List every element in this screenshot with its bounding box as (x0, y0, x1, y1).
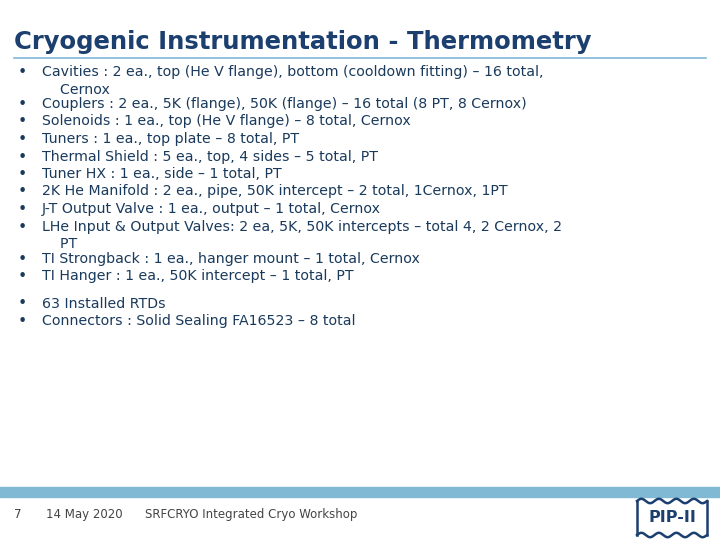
Text: PT: PT (42, 237, 77, 251)
Text: Solenoids : 1 ea., top (He V flange) – 8 total, Cernox: Solenoids : 1 ea., top (He V flange) – 8… (42, 114, 410, 129)
Text: •: • (18, 150, 27, 165)
Text: •: • (18, 296, 27, 312)
Text: Cryogenic Instrumentation - Thermometry: Cryogenic Instrumentation - Thermometry (14, 30, 592, 54)
Text: 2K He Manifold : 2 ea., pipe, 50K intercept – 2 total, 1Cernox, 1PT: 2K He Manifold : 2 ea., pipe, 50K interc… (42, 185, 508, 199)
Text: •: • (18, 65, 27, 80)
Text: Couplers : 2 ea., 5K (flange), 50K (flange) – 16 total (8 PT, 8 Cernox): Couplers : 2 ea., 5K (flange), 50K (flan… (42, 97, 526, 111)
Text: TI Strongback : 1 ea., hanger mount – 1 total, Cernox: TI Strongback : 1 ea., hanger mount – 1 … (42, 252, 420, 266)
Text: •: • (18, 132, 27, 147)
Text: Connectors : Solid Sealing FA16523 – 8 total: Connectors : Solid Sealing FA16523 – 8 t… (42, 314, 356, 328)
Text: J-T Output Valve : 1 ea., output – 1 total, Cernox: J-T Output Valve : 1 ea., output – 1 tot… (42, 202, 381, 216)
Text: •: • (18, 314, 27, 329)
Text: Tuner HX : 1 ea., side – 1 total, PT: Tuner HX : 1 ea., side – 1 total, PT (42, 167, 282, 181)
Text: Cavities : 2 ea., top (He V flange), bottom (cooldown fitting) – 16 total,: Cavities : 2 ea., top (He V flange), bot… (42, 65, 544, 79)
Text: •: • (18, 219, 27, 234)
Text: •: • (18, 269, 27, 284)
Text: TI Hanger : 1 ea., 50K intercept – 1 total, PT: TI Hanger : 1 ea., 50K intercept – 1 tot… (42, 269, 354, 283)
Text: Thermal Shield : 5 ea., top, 4 sides – 5 total, PT: Thermal Shield : 5 ea., top, 4 sides – 5… (42, 150, 378, 164)
Text: •: • (18, 167, 27, 182)
Text: •: • (18, 185, 27, 199)
Text: 63 Installed RTDs: 63 Installed RTDs (42, 296, 166, 310)
Text: Cernox: Cernox (42, 83, 110, 97)
Text: •: • (18, 97, 27, 112)
Text: •: • (18, 202, 27, 217)
Text: Tuners : 1 ea., top plate – 8 total, PT: Tuners : 1 ea., top plate – 8 total, PT (42, 132, 299, 146)
Text: 14 May 2020: 14 May 2020 (46, 508, 122, 521)
Text: SRFCRYO Integrated Cryo Workshop: SRFCRYO Integrated Cryo Workshop (145, 508, 357, 521)
Text: LHe Input & Output Valves: 2 ea, 5K, 50K intercepts – total 4, 2 Cernox, 2: LHe Input & Output Valves: 2 ea, 5K, 50K… (42, 219, 562, 233)
Text: 7: 7 (14, 508, 22, 521)
Text: •: • (18, 252, 27, 267)
Text: •: • (18, 114, 27, 130)
Text: PIP-II: PIP-II (648, 510, 696, 524)
